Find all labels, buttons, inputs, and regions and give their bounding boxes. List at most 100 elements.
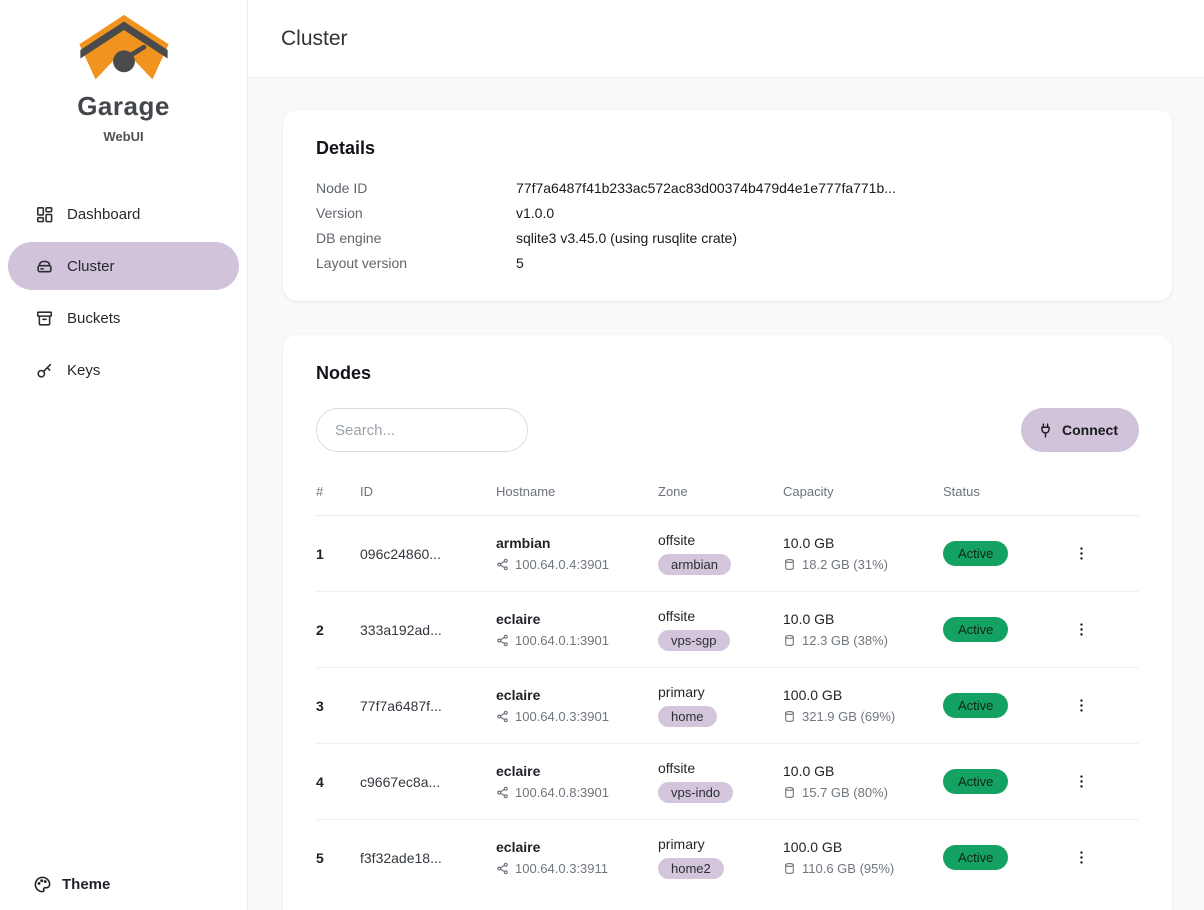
status-badge: Active <box>943 845 1009 870</box>
kebab-menu-icon <box>1080 623 1083 636</box>
share-network-icon <box>497 558 508 571</box>
hostname-cell: eclaire 100.64.0.3:3911 <box>496 820 658 896</box>
table-header-row: # ID Hostname Zone Capacity Status <box>316 474 1139 516</box>
zone-cell: primary home <box>658 667 783 744</box>
connect-label: Connect <box>1062 422 1118 438</box>
hostname-cell: armbian 100.64.0.4:3901 <box>496 515 658 592</box>
database-icon <box>785 559 794 570</box>
table-row: 4 c9667ec8a... eclaire 100.64.0.8:3901 <box>316 743 1139 820</box>
used-text: 18.2 GB (31%) <box>802 557 888 572</box>
capacity-used: 12.3 GB (38%) <box>783 633 943 648</box>
used-text: 321.9 GB (69%) <box>802 709 896 724</box>
table-row: 1 096c24860... armbian 100.64.0.4:3901 <box>316 515 1139 592</box>
status-badge: Active <box>943 769 1009 794</box>
capacity-used: 15.7 GB (80%) <box>783 785 943 800</box>
key-icon <box>37 363 52 378</box>
address-text: 100.64.0.3:3911 <box>515 861 609 876</box>
status-badge: Active <box>943 693 1009 718</box>
connect-button[interactable]: Connect <box>1021 408 1139 452</box>
table-row: 3 77f7a6487f... eclaire 100.64.0.3:3901 <box>316 667 1139 744</box>
detail-value-node-id: 77f7a6487f41b233ac572ac83d00374b479d4e1e… <box>516 180 896 196</box>
hostname: armbian <box>496 535 551 551</box>
status-cell: Active <box>943 667 1069 744</box>
cluster-drive-icon <box>37 260 52 272</box>
row-actions-button[interactable] <box>1069 845 1094 870</box>
col-header-hostname: Hostname <box>496 474 658 516</box>
capacity-cell: 10.0 GB 12.3 GB (38%) <box>783 591 943 668</box>
node-id: 333a192ad... <box>360 591 496 668</box>
status-badge: Active <box>943 617 1009 642</box>
capacity-cell: 100.0 GB 110.6 GB (95%) <box>783 820 943 896</box>
capacity-cell: 100.0 GB 321.9 GB (69%) <box>783 667 943 744</box>
detail-value-layout-version: 5 <box>516 255 524 271</box>
row-actions-button[interactable] <box>1069 693 1094 718</box>
table-row: 2 333a192ad... eclaire 100.64.0.1:3901 <box>316 591 1139 668</box>
status-badge: Active <box>943 541 1009 566</box>
node-id: 77f7a6487f... <box>360 667 496 744</box>
col-header-status: Status <box>943 474 1069 516</box>
details-grid: Node ID 77f7a6487f41b233ac572ac83d00374b… <box>316 180 1139 271</box>
actions-cell <box>1069 820 1139 896</box>
zone-name: primary <box>658 684 705 700</box>
hostname-cell: eclaire 100.64.0.8:3901 <box>496 743 658 820</box>
brand-title: Garage <box>77 91 170 121</box>
sidebar-item-dashboard[interactable]: Dashboard <box>8 190 239 238</box>
capacity-total: 100.0 GB <box>783 687 843 703</box>
row-actions-button[interactable] <box>1069 617 1094 642</box>
row-number: 1 <box>316 515 360 592</box>
capacity-used: 110.6 GB (95%) <box>783 861 943 876</box>
brand-subtitle: WebUI <box>103 129 144 144</box>
address-text: 100.64.0.8:3901 <box>515 785 609 800</box>
status-cell: Active <box>943 820 1069 896</box>
status-cell: Active <box>943 515 1069 592</box>
address-text: 100.64.0.1:3901 <box>515 633 609 648</box>
nodes-table-body: 1 096c24860... armbian 100.64.0.4:3901 <box>316 515 1139 896</box>
detail-label: Layout version <box>316 255 408 271</box>
sidebar-item-keys[interactable]: Keys <box>8 346 239 394</box>
capacity-total: 10.0 GB <box>783 763 835 779</box>
row-actions-button[interactable] <box>1069 769 1094 794</box>
sidebar-item-label: Dashboard <box>67 205 141 223</box>
detail-label: DB engine <box>316 230 382 246</box>
sidebar-item-buckets[interactable]: Buckets <box>8 294 239 342</box>
database-icon <box>785 863 794 874</box>
sidebar-item-label: Cluster <box>67 257 115 275</box>
nodes-toolbar: Connect <box>316 408 1139 452</box>
node-id: c9667ec8a... <box>360 743 496 820</box>
node-address: 100.64.0.3:3901 <box>496 709 658 724</box>
share-network-icon <box>497 634 508 647</box>
brand: Garage WebUI <box>0 0 247 144</box>
share-network-icon <box>497 710 508 723</box>
bucket-archive-icon <box>36 310 53 326</box>
sidebar-item-cluster[interactable]: Cluster <box>8 242 239 290</box>
capacity-total: 10.0 GB <box>783 611 835 627</box>
actions-cell <box>1069 591 1139 668</box>
col-header-num: # <box>316 474 360 516</box>
nodes-title: Nodes <box>316 363 372 383</box>
hostname-cell: eclaire 100.64.0.3:3901 <box>496 667 658 744</box>
zone-name: primary <box>658 836 705 852</box>
zone-name: offsite <box>658 608 696 624</box>
sidebar-item-label: Buckets <box>67 309 121 327</box>
zone-tag: home2 <box>658 858 724 879</box>
hostname-cell: eclaire 100.64.0.1:3901 <box>496 591 658 668</box>
node-id: f3f32ade18... <box>360 849 442 866</box>
kebab-menu-icon <box>1080 699 1083 712</box>
row-actions-button[interactable] <box>1069 541 1094 566</box>
theme-button[interactable]: Theme <box>33 875 110 894</box>
address-text: 100.64.0.4:3901 <box>515 557 609 572</box>
search-input[interactable] <box>316 408 528 452</box>
zone-cell: offsite vps-indo <box>658 743 783 820</box>
topbar: Cluster <box>248 0 1204 78</box>
zone-tag: home <box>658 706 717 727</box>
capacity-used: 18.2 GB (31%) <box>783 557 943 572</box>
hostname: eclaire <box>496 763 541 779</box>
col-header-capacity: Capacity <box>783 474 943 516</box>
plug-icon <box>1041 422 1050 438</box>
details-card: Details Node ID 77f7a6487f41b233ac572ac8… <box>283 110 1172 301</box>
zone-tag: armbian <box>658 554 731 575</box>
capacity-total: 10.0 GB <box>783 535 835 551</box>
database-icon <box>785 711 794 722</box>
palette-icon <box>34 876 51 893</box>
